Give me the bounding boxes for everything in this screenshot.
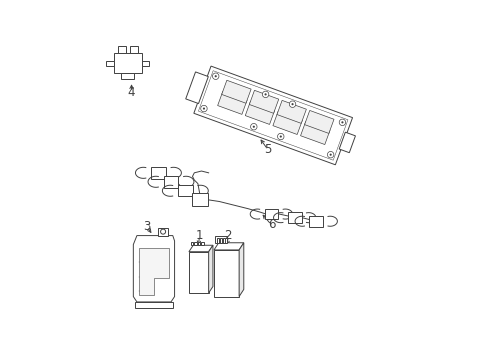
Ellipse shape bbox=[341, 121, 343, 123]
Bar bbox=[217, 91, 246, 114]
Bar bbox=[118, 46, 125, 53]
Bar bbox=[215, 235, 226, 243]
Bar bbox=[216, 238, 218, 243]
Bar bbox=[214, 250, 239, 297]
Ellipse shape bbox=[200, 105, 207, 112]
Bar bbox=[151, 167, 165, 179]
Ellipse shape bbox=[264, 93, 266, 95]
Bar bbox=[339, 132, 355, 153]
Ellipse shape bbox=[327, 152, 333, 158]
Bar bbox=[300, 122, 329, 145]
Bar bbox=[198, 242, 200, 245]
Ellipse shape bbox=[252, 126, 254, 128]
Ellipse shape bbox=[250, 123, 257, 130]
Bar bbox=[188, 252, 208, 293]
Ellipse shape bbox=[203, 108, 204, 110]
Bar bbox=[245, 102, 274, 125]
Ellipse shape bbox=[277, 133, 284, 140]
Bar bbox=[106, 60, 114, 66]
Bar bbox=[142, 60, 149, 66]
Polygon shape bbox=[188, 245, 212, 252]
Bar bbox=[114, 53, 142, 73]
Bar bbox=[158, 228, 168, 235]
Bar bbox=[178, 185, 192, 197]
Bar bbox=[309, 216, 323, 226]
Ellipse shape bbox=[143, 62, 147, 65]
Text: 4: 4 bbox=[127, 86, 135, 99]
Ellipse shape bbox=[279, 135, 281, 138]
Bar bbox=[135, 302, 172, 309]
Bar bbox=[272, 112, 302, 135]
Polygon shape bbox=[208, 245, 212, 293]
Text: 2: 2 bbox=[224, 229, 232, 242]
Bar bbox=[304, 111, 333, 134]
Bar bbox=[163, 176, 178, 188]
Ellipse shape bbox=[289, 101, 295, 107]
Bar bbox=[121, 73, 134, 79]
Text: 3: 3 bbox=[143, 220, 150, 233]
Bar bbox=[249, 90, 278, 113]
Ellipse shape bbox=[108, 62, 112, 65]
Ellipse shape bbox=[291, 103, 293, 105]
Text: 6: 6 bbox=[267, 218, 275, 231]
Bar bbox=[190, 242, 193, 245]
Bar bbox=[276, 100, 306, 123]
Bar bbox=[193, 66, 352, 165]
Polygon shape bbox=[214, 243, 244, 250]
Text: 1: 1 bbox=[196, 229, 203, 242]
Ellipse shape bbox=[339, 119, 345, 126]
Bar bbox=[194, 242, 196, 245]
Bar bbox=[287, 212, 301, 223]
Bar bbox=[191, 193, 207, 206]
Bar bbox=[201, 242, 203, 245]
Ellipse shape bbox=[160, 229, 165, 234]
Bar bbox=[219, 238, 222, 243]
Ellipse shape bbox=[329, 154, 331, 156]
Bar bbox=[130, 46, 138, 53]
Ellipse shape bbox=[214, 75, 216, 77]
Bar bbox=[198, 71, 347, 160]
Ellipse shape bbox=[212, 73, 219, 80]
Polygon shape bbox=[139, 248, 169, 295]
Bar bbox=[221, 80, 251, 103]
Polygon shape bbox=[239, 243, 244, 297]
Bar bbox=[185, 72, 208, 104]
Polygon shape bbox=[133, 235, 174, 302]
Text: 5: 5 bbox=[264, 143, 271, 156]
Ellipse shape bbox=[262, 91, 268, 98]
Bar bbox=[264, 209, 278, 220]
Bar bbox=[223, 238, 224, 243]
